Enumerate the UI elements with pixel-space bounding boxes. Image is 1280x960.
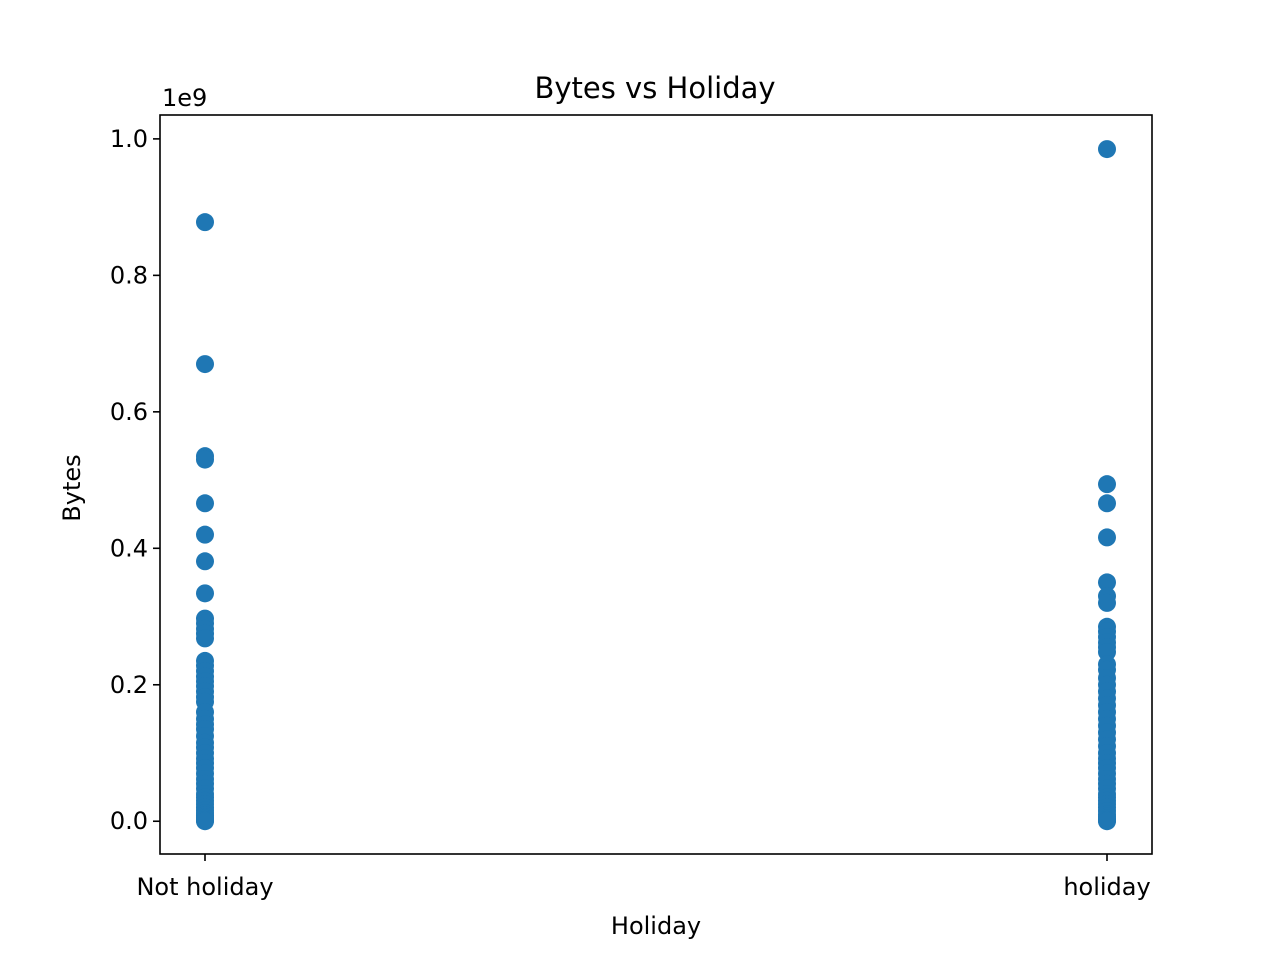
data-point <box>196 525 214 544</box>
data-point <box>1098 812 1116 831</box>
x-tick-label: holiday <box>1063 873 1150 901</box>
data-point <box>196 494 214 513</box>
y-axis-ticks: 0.0 0.2 0.4 0.6 0.8 1.0 <box>110 125 160 835</box>
y-tick-label: 0.4 <box>110 534 148 562</box>
data-point <box>196 355 214 374</box>
data-point <box>1098 494 1116 513</box>
data-point <box>1098 475 1116 494</box>
plot-frame <box>159 114 1153 855</box>
x-tick-label: Not holiday <box>136 873 273 901</box>
y-axis-label: Bytes <box>58 454 86 521</box>
y-tick-label: 0.0 <box>110 807 148 835</box>
y-tick-label: 1.0 <box>110 125 148 153</box>
data-point <box>1098 528 1116 547</box>
chart-title: Bytes vs Holiday <box>534 71 775 105</box>
y-tick-label: 0.2 <box>110 671 148 699</box>
data-point <box>196 552 214 571</box>
y-tick-label: 0.6 <box>110 398 148 426</box>
data-point <box>196 812 214 831</box>
data-point <box>1098 573 1116 592</box>
data-point <box>196 213 214 232</box>
scatter-points <box>196 140 1116 831</box>
x-axis-label: Holiday <box>611 912 701 940</box>
y-tick-label: 0.8 <box>110 261 148 289</box>
y-axis-offset-label: 1e9 <box>162 84 207 112</box>
data-point <box>196 584 214 603</box>
data-point <box>1098 140 1116 159</box>
x-axis-ticks: Not holiday holiday <box>136 854 1151 901</box>
data-point <box>1098 593 1116 612</box>
data-point <box>196 450 214 469</box>
data-point <box>196 629 214 648</box>
